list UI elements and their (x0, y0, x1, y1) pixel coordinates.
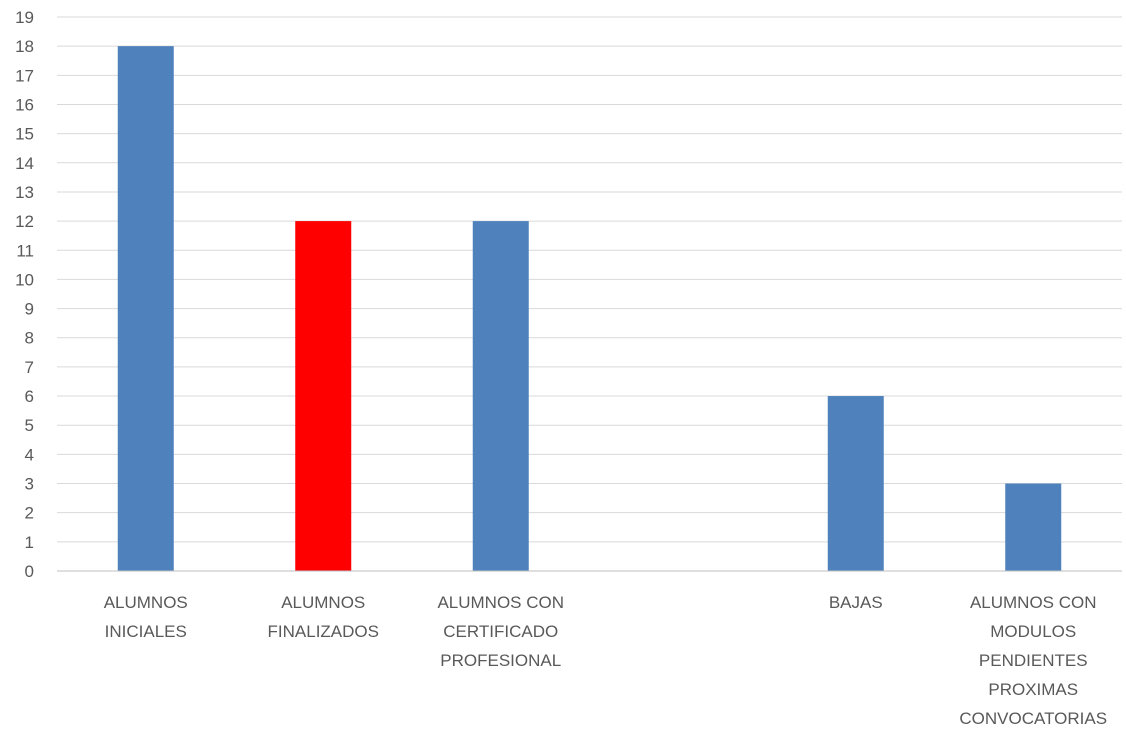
y-tick-label: 11 (16, 241, 34, 260)
y-tick-label: 2 (25, 504, 34, 523)
y-tick-label: 0 (25, 562, 34, 581)
bar (827, 396, 884, 571)
x-category-label-line: INICIALES (105, 622, 187, 641)
bar (295, 221, 352, 571)
x-category-label-line: ALUMNOS (281, 593, 365, 612)
x-category-label-line: CERTIFICADO (443, 622, 558, 641)
bar (1005, 483, 1062, 571)
bars (117, 46, 1062, 571)
y-tick-label: 7 (25, 358, 34, 377)
y-tick-label: 13 (15, 183, 34, 202)
x-category-label-line: PROFESIONAL (440, 651, 561, 670)
y-tick-label: 1 (25, 533, 34, 552)
y-tick-label: 5 (25, 416, 34, 435)
y-tick-label: 18 (15, 37, 34, 56)
y-tick-label: 19 (15, 8, 34, 27)
y-tick-label: 8 (25, 329, 34, 348)
x-category-label-line: BAJAS (829, 593, 883, 612)
y-tick-label: 12 (15, 212, 34, 231)
gridlines (57, 16, 1122, 543)
x-category-label-line: CONVOCATORIAS (959, 709, 1107, 728)
y-tick-label: 3 (25, 475, 34, 494)
x-category-label-line: ALUMNOS CON (437, 593, 564, 612)
bar (117, 46, 174, 571)
x-category-label: ALUMNOS CON CERTIFICADO PROFESIONAL (437, 593, 564, 670)
y-tick-label: 14 (15, 154, 34, 173)
x-category-label: ALUMNOS FINALIZADOS (268, 593, 379, 641)
y-tick-label: 16 (15, 95, 34, 114)
y-tick-label: 17 (15, 66, 34, 85)
x-category-label: BAJAS (829, 593, 883, 612)
y-tick-label: 9 (25, 300, 34, 319)
y-tick-label: 15 (15, 125, 34, 144)
x-category-label: ALUMNOS INICIALES (104, 593, 188, 641)
x-category-label-line: FINALIZADOS (268, 622, 379, 641)
x-category-label-line: MODULOS (990, 622, 1076, 641)
x-category-label-line: PENDIENTES (979, 651, 1088, 670)
x-category-label: ALUMNOS CON MODULOS PENDIENTES PROXIMAS CONV… (959, 593, 1107, 728)
y-tick-label: 10 (15, 270, 34, 289)
bar (472, 221, 529, 571)
x-category-label-line: PROXIMAS (988, 680, 1078, 699)
x-category-label-line: ALUMNOS (104, 593, 188, 612)
y-tick-label: 4 (25, 445, 34, 464)
x-category-label-line: ALUMNOS CON (970, 593, 1097, 612)
y-tick-label: 6 (25, 387, 34, 406)
